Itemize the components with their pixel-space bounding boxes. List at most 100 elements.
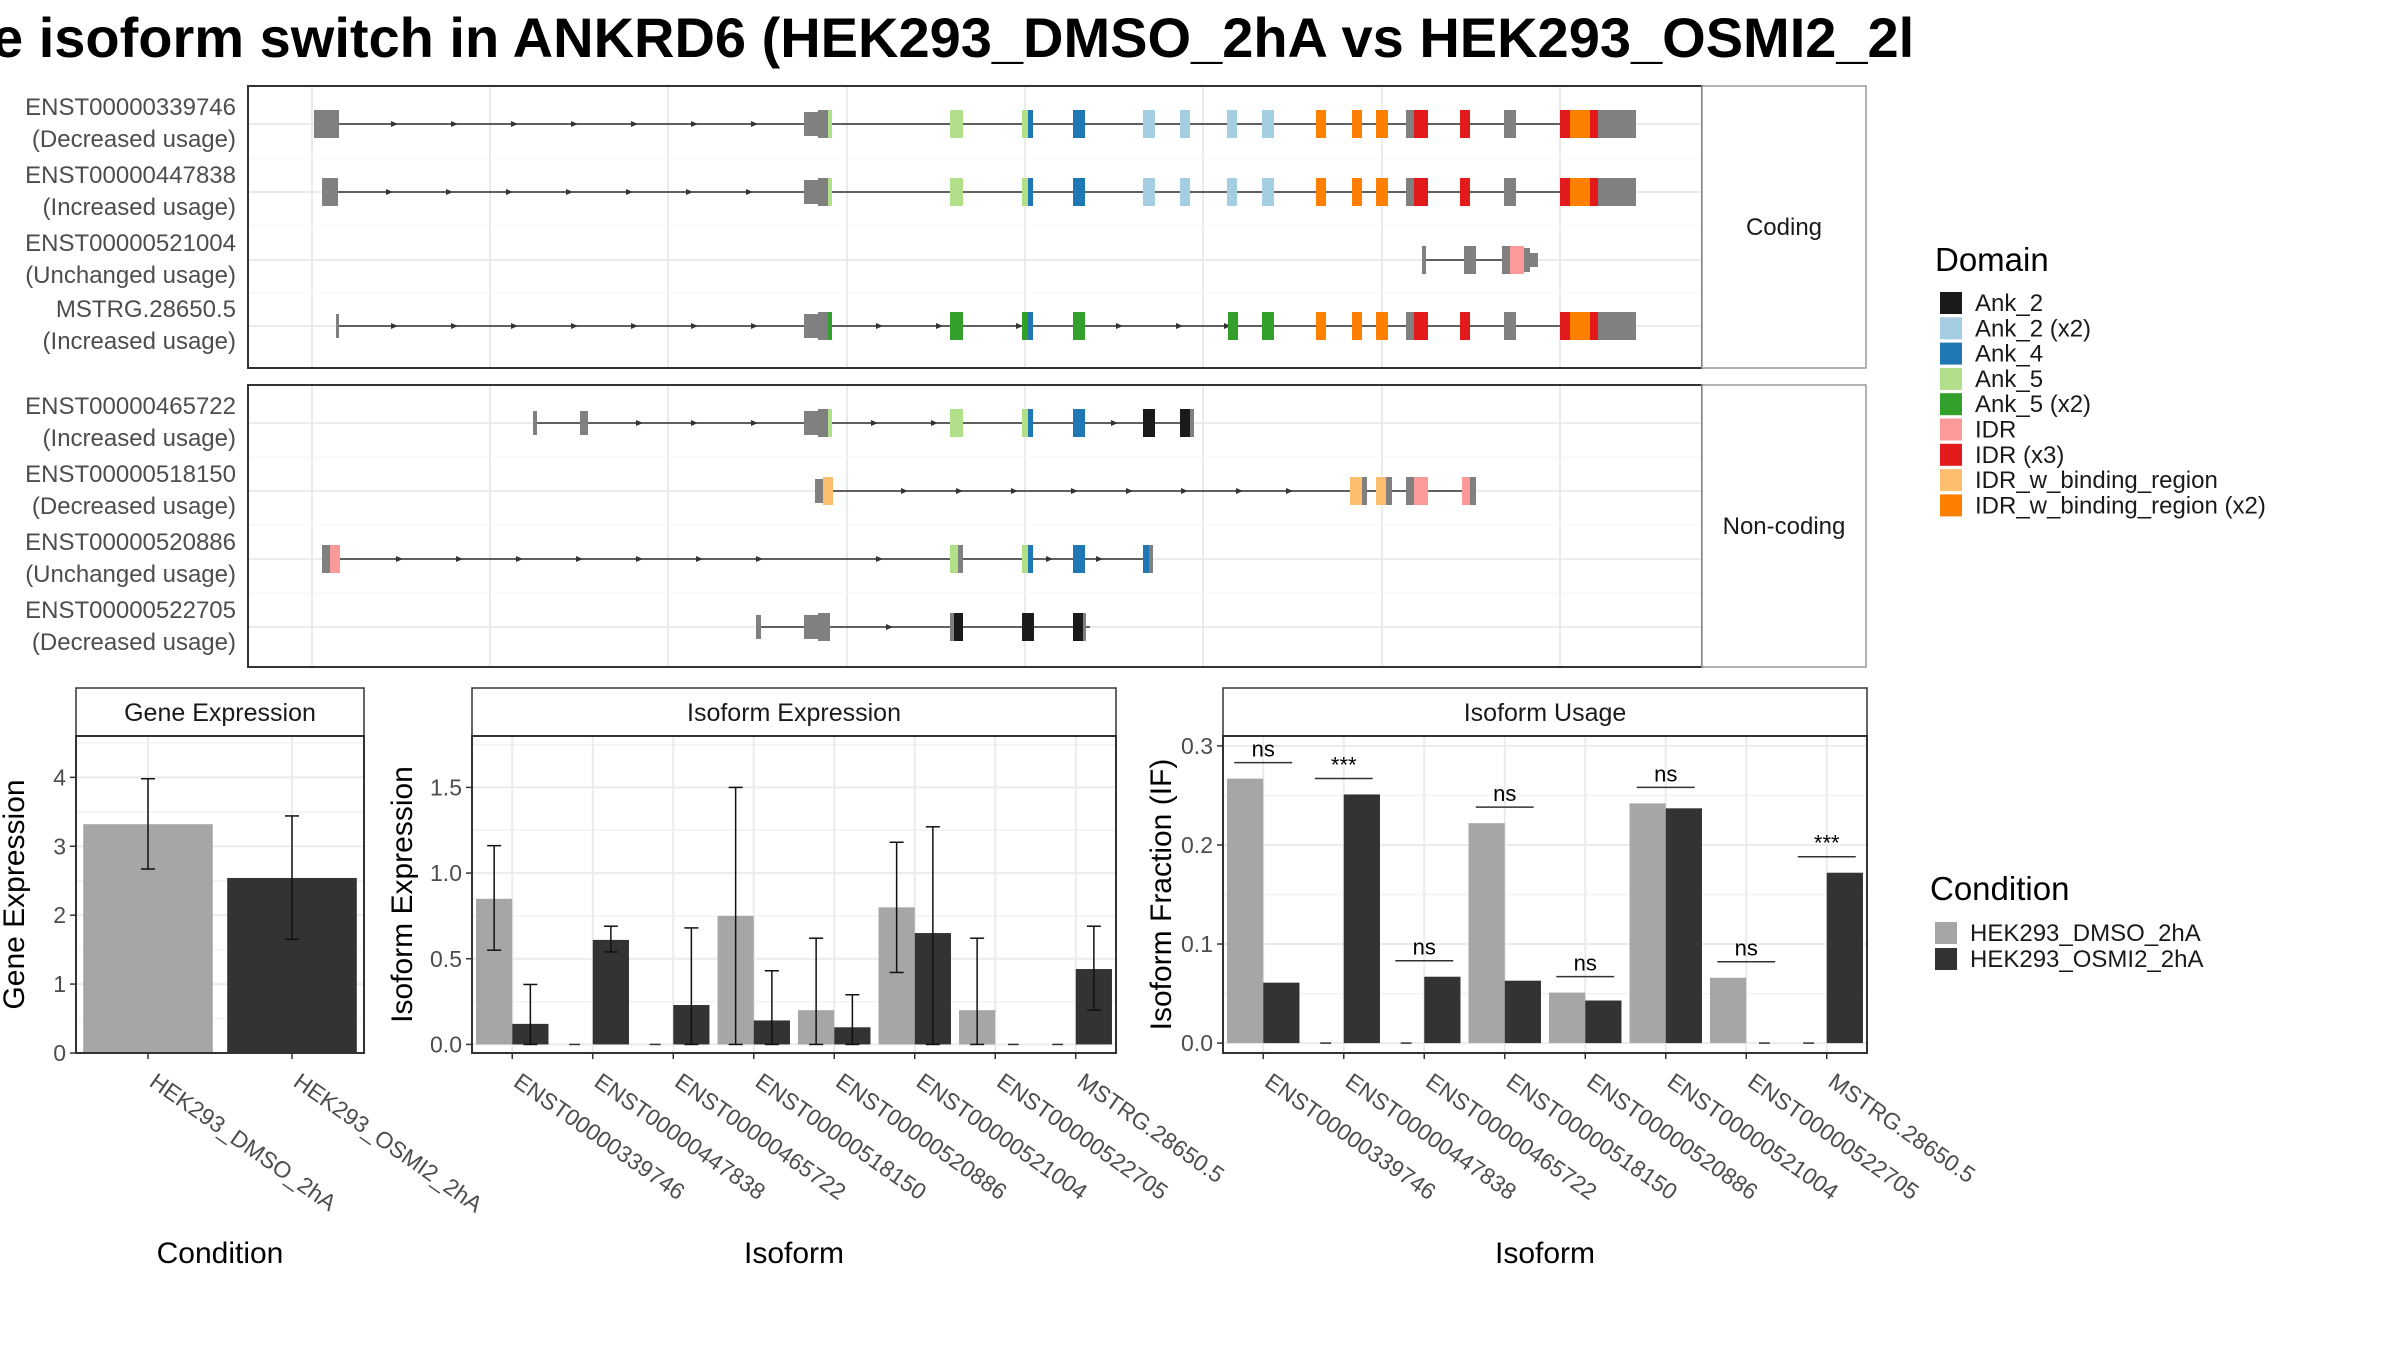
transcript-row: ENST00000465722 (Increased usage) (25, 393, 1194, 452)
transcript-row: ENST00000521004 (Unchanged usage) (25, 230, 1538, 289)
bar (1343, 794, 1380, 1044)
domain-exon (1227, 178, 1237, 206)
exon (1470, 477, 1476, 505)
domain-exon (1376, 178, 1388, 206)
facet-strip (1701, 85, 1867, 369)
domain-exon (1376, 110, 1388, 138)
exon (818, 110, 830, 138)
domain-exon (1316, 110, 1326, 138)
domain-exon (823, 477, 833, 505)
significance-label: *** (1331, 752, 1357, 777)
exon (322, 178, 338, 206)
domain-exon (1462, 477, 1470, 505)
domain-exon (1352, 110, 1362, 138)
domain-legend-key (1940, 292, 1962, 314)
exon (533, 411, 537, 435)
exon (1504, 178, 1516, 206)
domain-legend-key (1940, 367, 1962, 390)
strand-arrow (886, 624, 893, 630)
y-tick-label: 1 (53, 971, 66, 997)
structure-panel-bg (248, 385, 1702, 667)
domain-exon (1570, 178, 1590, 206)
domain-legend-key (1940, 469, 1962, 492)
strand-arrow (566, 189, 573, 195)
strand-arrow (506, 189, 513, 195)
strand-arrow (1224, 323, 1231, 329)
x-axis-label: Isoform (1495, 1237, 1595, 1270)
strand-arrow (686, 189, 693, 195)
domain-exon (1028, 178, 1033, 206)
domain-exon (1143, 178, 1155, 206)
strand-arrow (1236, 488, 1243, 494)
strand-arrow (631, 323, 638, 329)
transcript-id-label: ENST00000518150 (25, 461, 236, 488)
exon (818, 312, 830, 340)
strand-arrow (691, 121, 698, 127)
domain-exon (1143, 545, 1149, 573)
transcript-usage-label: (Decreased usage) (32, 126, 236, 153)
bar (1227, 778, 1264, 1044)
strand-arrow (396, 556, 403, 562)
domain-exon (330, 545, 340, 573)
transcript-id-label: ENST00000522705 (25, 597, 236, 624)
domain-exon (1560, 110, 1570, 138)
transcript-usage-label: (Decreased usage) (32, 629, 236, 656)
facet-strip (1701, 384, 1867, 668)
exon (336, 314, 339, 338)
strand-arrow (511, 121, 518, 127)
domain-exon (1022, 409, 1028, 437)
y-tick-label: 0.2 (1181, 832, 1213, 858)
domain-exon (1022, 613, 1034, 641)
domain-exon (1352, 178, 1362, 206)
exon (1598, 178, 1636, 206)
exon (818, 613, 830, 641)
condition-legend-key (1935, 948, 1957, 970)
domain-exon (1590, 110, 1598, 138)
y-tick-label: 0.1 (1181, 931, 1213, 957)
significance-label: ns (1574, 951, 1597, 976)
strand-arrow (956, 488, 963, 494)
significance-label: *** (1814, 831, 1840, 856)
transcript-usage-label: (Increased usage) (43, 425, 236, 452)
domain-exon (1350, 477, 1362, 505)
domain-exon (1316, 178, 1326, 206)
domain-exon (1376, 312, 1388, 340)
y-tick-label: 0.0 (1181, 1030, 1213, 1056)
domain-legend-key (1940, 418, 1962, 441)
domain-legend-label: IDR (x3) (1975, 442, 2064, 469)
domain-legend-key (1940, 317, 1962, 340)
transcript-usage-label: (Increased usage) (43, 194, 236, 221)
transcript-row: MSTRG.28650.5 (Increased usage) (43, 296, 1636, 355)
exon (804, 615, 818, 639)
y-tick-label: 3 (53, 833, 66, 859)
domain-exon (1022, 312, 1028, 340)
chart-panel-border (75, 735, 365, 1054)
domain-exon (828, 409, 832, 437)
transcript-id-label: ENST00000520886 (25, 529, 236, 556)
exon (1504, 110, 1516, 138)
domain-exon (828, 110, 832, 138)
strand-arrow (1111, 420, 1118, 426)
bar (1263, 982, 1300, 1044)
domain-exon (828, 312, 832, 340)
exon (1362, 477, 1367, 505)
domain-legend-label: IDR_w_binding_region (1975, 467, 2218, 494)
strand-arrow (386, 189, 393, 195)
domain-exon (1228, 312, 1238, 340)
transcript-id-label: ENST00000465722 (25, 393, 236, 420)
domain-exon (950, 178, 963, 206)
condition-legend-label: HEK293_OSMI2_2hA (1970, 946, 2203, 973)
transcript-row: ENST00000339746 (Decreased usage) (25, 94, 1636, 153)
domain-exon (1180, 110, 1190, 138)
transcript-usage-label: (Unchanged usage) (25, 561, 236, 588)
exon (1083, 613, 1086, 641)
domain-exon (1316, 312, 1326, 340)
exon (958, 545, 963, 573)
strand-arrow (571, 121, 578, 127)
exon (1598, 312, 1636, 340)
strand-arrow (1176, 323, 1183, 329)
bar (1549, 992, 1586, 1044)
exon (1149, 545, 1153, 573)
strand-arrow (446, 189, 453, 195)
